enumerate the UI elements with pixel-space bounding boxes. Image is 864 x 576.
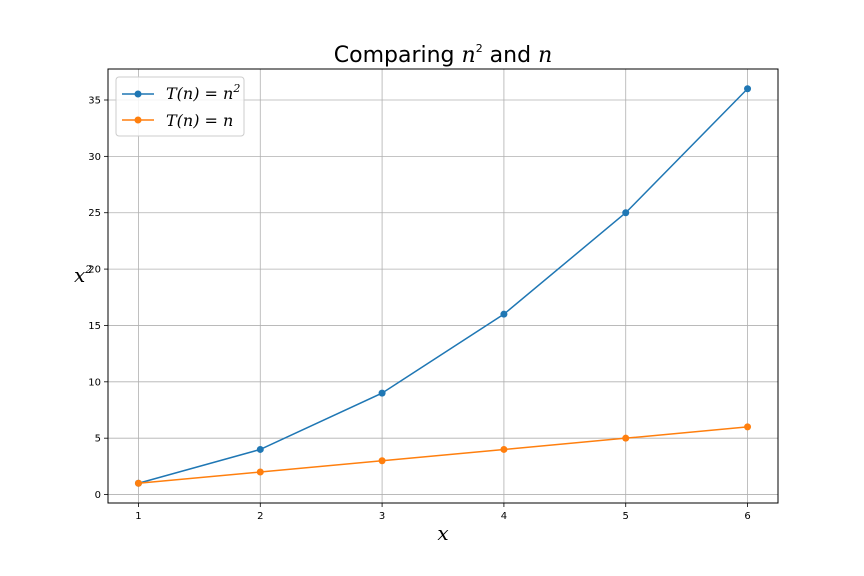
plot-frame	[107, 68, 779, 504]
series-2-point	[256, 468, 264, 476]
series-2-point	[500, 445, 508, 453]
x-tick-label: 2	[257, 511, 263, 522]
x-axis-label: x	[437, 521, 448, 545]
x-tick-label: 4	[501, 511, 507, 522]
y-tick-label: 20	[88, 265, 101, 276]
series-1-point	[744, 85, 752, 93]
series-2-point	[134, 479, 142, 487]
legend-frame	[115, 76, 245, 137]
legend-label-series-2: T(n) = n	[166, 111, 233, 130]
y-tick-label: 10	[88, 377, 101, 388]
x-tick-label: 3	[379, 511, 385, 522]
series-1-line	[138, 88, 749, 484]
legend-marker-series-1	[134, 90, 142, 98]
ticks: 1 2 3 4 5 6 0 5 10 15 20 25 30 35	[88, 96, 750, 523]
series-1-point	[256, 445, 264, 453]
x-tick-label: 1	[135, 511, 141, 522]
y-tick-label: 5	[95, 434, 101, 445]
y-tick-label: 30	[88, 152, 101, 163]
legend: T(n) = n2 T(n) = n	[115, 76, 245, 137]
chart-title: Comparing n2 and n	[334, 42, 553, 68]
series-2-line	[138, 426, 748, 485]
y-tick-label: 0	[95, 490, 101, 501]
series-1-point	[500, 310, 508, 318]
series-2-point	[744, 423, 752, 431]
series-1-point	[622, 209, 630, 217]
grid	[108, 69, 778, 503]
legend-marker-series-2	[134, 116, 142, 124]
y-tick-label: 25	[88, 208, 101, 219]
y-tick-label: 15	[88, 321, 101, 332]
x-tick-label: 6	[744, 511, 750, 522]
series-2-point	[622, 434, 630, 442]
y-tick-label: 35	[88, 96, 101, 107]
y-axis-label: x2	[74, 263, 92, 287]
series-1-point	[378, 389, 386, 397]
series-2-point	[378, 457, 386, 465]
legend-label-series-1: T(n) = n2	[166, 82, 240, 103]
series-layer	[134, 85, 752, 487]
x-tick-label: 5	[623, 511, 629, 522]
